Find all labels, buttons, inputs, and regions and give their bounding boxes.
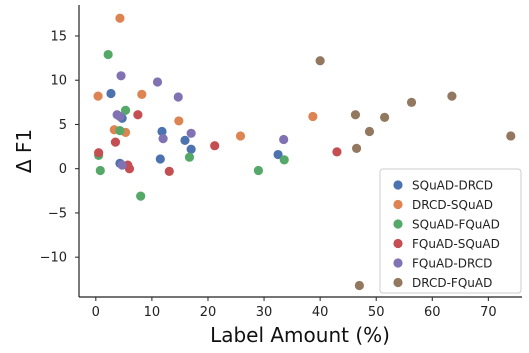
data-point (253, 165, 264, 176)
data-point (273, 149, 283, 160)
data-point (173, 92, 183, 102)
y-axis-ticks: −10 −5 0 5 10 15 (40, 29, 79, 266)
y-tick-label: −5 (48, 206, 67, 221)
data-point (103, 49, 113, 60)
data-point (279, 134, 289, 145)
y-tick-label: −10 (40, 251, 67, 266)
data-point (406, 97, 417, 107)
data-point (235, 131, 246, 141)
legend-marker (393, 180, 403, 190)
data-point (93, 91, 103, 101)
x-tick-label: 60 (424, 305, 441, 320)
x-tick-label: 20 (200, 305, 217, 320)
data-point (94, 148, 104, 158)
x-tick-label: 70 (480, 305, 497, 320)
data-point (120, 105, 131, 115)
plot-area (93, 13, 516, 291)
data-point (106, 88, 116, 99)
x-axis-ticks: 0 10 20 30 40 50 60 70 (92, 297, 497, 320)
legend-label: SQuAD-DRCD (412, 178, 493, 192)
data-point (110, 137, 121, 147)
y-axis-title: Δ F1 (12, 129, 36, 173)
data-point (308, 111, 318, 122)
data-point (332, 147, 342, 157)
data-point (115, 126, 125, 136)
x-tick-label: 40 (312, 305, 329, 320)
data-point (124, 164, 135, 174)
data-point (180, 135, 190, 145)
data-point (380, 112, 390, 122)
data-point (95, 165, 105, 176)
y-tick-label: 5 (59, 118, 67, 133)
data-point (164, 166, 174, 176)
y-tick-label: 10 (50, 74, 67, 89)
data-point (157, 126, 167, 137)
x-tick-label: 30 (256, 305, 273, 320)
data-point (133, 110, 143, 120)
data-point (184, 152, 195, 162)
x-tick-label: 50 (368, 305, 385, 320)
data-point (350, 110, 361, 120)
data-point (315, 56, 325, 66)
x-tick-label: 0 (92, 305, 100, 320)
legend-marker (393, 219, 403, 229)
data-point (137, 89, 147, 99)
data-point (210, 141, 220, 151)
legend-label: SQuAD-FQuAD (412, 217, 500, 231)
data-point (155, 154, 165, 164)
data-point (115, 13, 125, 23)
legend-marker (393, 258, 403, 268)
data-point (506, 131, 516, 141)
legend-marker (393, 238, 403, 249)
x-axis-title: Label Amount (%) (210, 323, 390, 347)
data-point (279, 155, 289, 165)
data-point (351, 143, 362, 153)
data-point (152, 77, 163, 87)
data-point (447, 91, 457, 101)
legend-label: FQuAD-DRCD (412, 256, 492, 270)
data-point (364, 126, 375, 137)
y-tick-label: 15 (50, 29, 67, 44)
legend-marker (393, 277, 403, 288)
x-tick-label: 10 (144, 305, 161, 320)
data-point (354, 280, 364, 291)
data-point (186, 144, 196, 154)
data-point (186, 128, 196, 138)
legend-frame (379, 168, 522, 294)
data-point (158, 134, 168, 144)
legend-label: DRCD-FQuAD (412, 276, 492, 290)
legend-label: FQuAD-SQuAD (412, 237, 500, 251)
data-point (115, 111, 125, 122)
y-tick-label: 0 (59, 162, 67, 177)
data-point (174, 116, 184, 126)
data-point (116, 71, 126, 81)
legend: SQuAD-DRCD DRCD-SQuAD SQuAD-FQuAD FQuAD-SQu… (379, 168, 522, 294)
data-point (117, 160, 127, 170)
legend-label: DRCD-SQuAD (412, 198, 493, 212)
legend-marker (393, 199, 403, 210)
data-point (136, 191, 146, 201)
